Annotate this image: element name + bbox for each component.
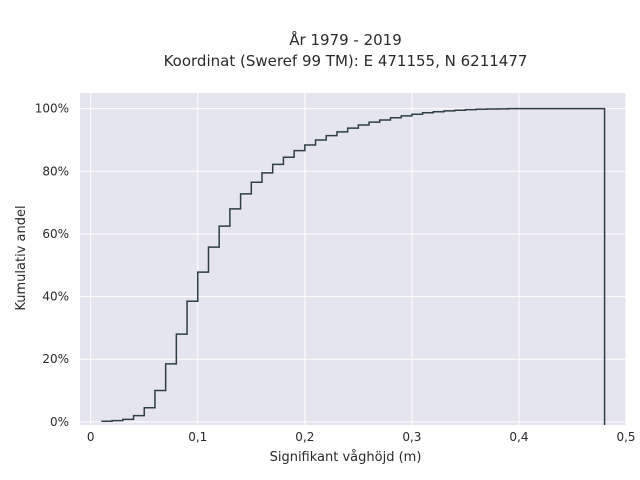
tick-labels: 0 0,1 0,2 0,3 0,4 0,5 0% 20% 40% 60% 80% 100%	[35, 102, 636, 444]
y-tick-label: 100%	[35, 102, 69, 116]
x-tick-label: 0,3	[402, 430, 421, 444]
y-tick-label: 0%	[50, 415, 69, 429]
y-tick-label: 20%	[42, 352, 69, 366]
x-tick-label: 0,4	[509, 430, 528, 444]
y-tick-label: 40%	[42, 290, 69, 304]
chart-title-line-2: Koordinat (Sweref 99 TM): E 471155, N 62…	[164, 52, 528, 70]
y-tick-label: 80%	[42, 164, 69, 178]
x-tick-label: 0,1	[188, 430, 207, 444]
x-tick-label: 0,2	[295, 430, 314, 444]
x-tick-label: 0,5	[616, 430, 635, 444]
chart-title-line-1: År 1979 - 2019	[289, 30, 402, 49]
x-tick-label: 0	[87, 430, 95, 444]
y-tick-label: 60%	[42, 227, 69, 241]
plot-area	[80, 93, 626, 425]
x-axis-label: Signifikant våghöjd (m)	[270, 450, 422, 465]
cumulative-step-line	[101, 107, 606, 425]
y-axis-label: Kumulativ andel	[14, 205, 29, 310]
